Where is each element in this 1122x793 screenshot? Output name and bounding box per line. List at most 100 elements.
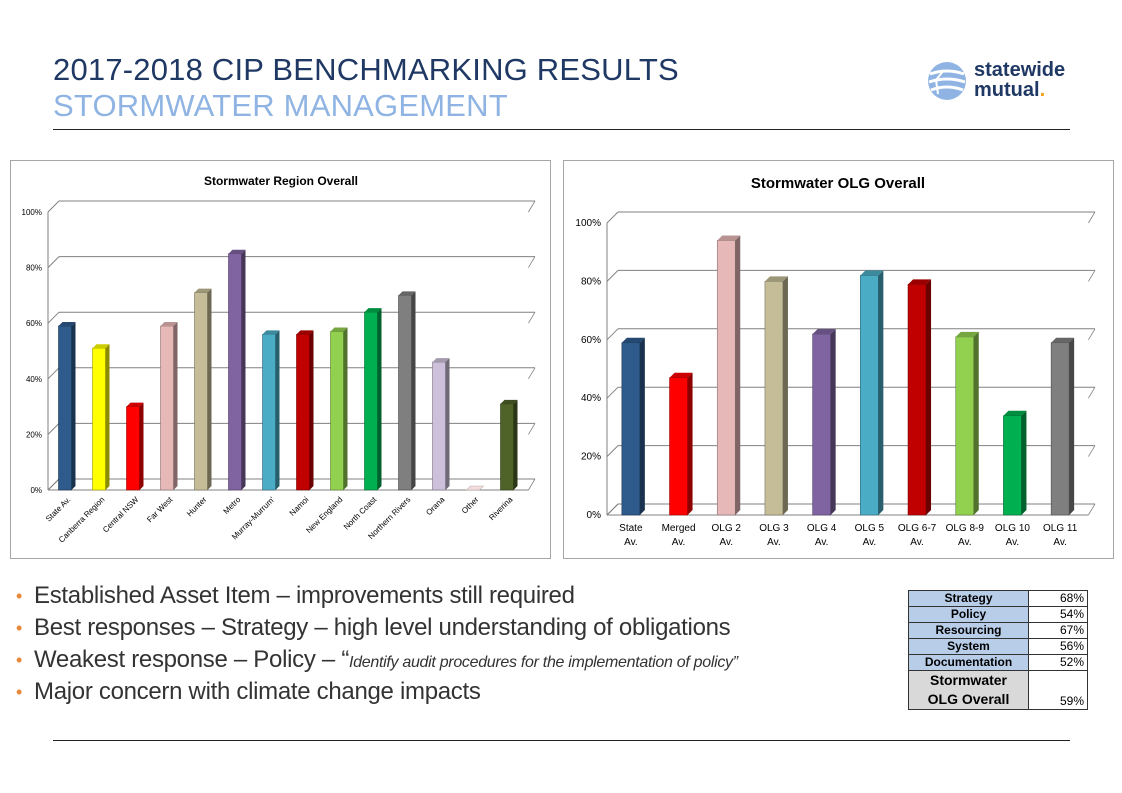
- bar: [364, 308, 382, 491]
- y-tick-label: 40%: [26, 375, 42, 384]
- row-value: 68%: [1028, 590, 1088, 607]
- grid-line-end: [528, 311, 536, 324]
- logo-text: statewide mutual.: [974, 60, 1065, 100]
- x-tick-label: Riverina: [487, 495, 515, 523]
- grid-line-end: [528, 256, 536, 268]
- logo-line1: statewide: [974, 59, 1066, 81]
- region-chart: Stormwater Region Overall 0% 20% 40% 60% 80% 1…: [22, 174, 536, 545]
- bar-side: [377, 308, 382, 490]
- bar: [500, 399, 518, 491]
- bar-front: [955, 336, 975, 516]
- bar-front: [262, 334, 276, 491]
- bar: [1050, 337, 1075, 516]
- row-value: 54%: [1028, 606, 1088, 623]
- bar-front: [398, 295, 412, 491]
- bar-top: [669, 372, 693, 378]
- bullet-text: Major concern with climate change impact…: [34, 678, 481, 705]
- bar: [160, 321, 178, 491]
- table-row: Policy 54%: [908, 606, 1088, 623]
- overall-label: Stormwater OLG Overall: [908, 670, 1029, 710]
- statewide-mutual-logo: statewide mutual.: [926, 58, 1076, 108]
- x-tick-label: OLG 11 Av.: [1043, 523, 1078, 548]
- bar-side: [830, 328, 836, 515]
- olg-chart-panel: Stormwater OLG Overall 0% 20% 40% 60% 80% 100%…: [563, 160, 1114, 559]
- bar-top: [160, 321, 178, 326]
- bar-front: [812, 333, 831, 516]
- bar: [126, 402, 144, 491]
- bar-side: [139, 402, 144, 490]
- bullet-text: Established Asset Item – improvements st…: [34, 582, 575, 609]
- bar-top: [296, 330, 314, 335]
- bar-top: [1003, 410, 1027, 416]
- row-label: Documentation: [908, 654, 1029, 671]
- grid-line-depth: [606, 503, 619, 516]
- bar-top: [92, 344, 110, 349]
- bar-side: [309, 330, 314, 490]
- x-tick-label: Metro: [222, 495, 243, 516]
- bar: [907, 279, 932, 516]
- bar-side: [275, 330, 280, 490]
- grid-line-end: [528, 367, 536, 380]
- x-tick-label: OLG 4 Av.: [807, 523, 837, 548]
- bar-front: [228, 253, 242, 491]
- row-value: 52%: [1028, 654, 1088, 671]
- bar-front: [160, 325, 174, 491]
- grid-line-depth: [47, 256, 60, 268]
- row-label: Resourcing: [908, 622, 1029, 639]
- bar-front: [126, 406, 140, 491]
- bar-side: [782, 276, 788, 515]
- bar-side: [343, 327, 348, 490]
- bar: [296, 330, 314, 491]
- y-tick-label: 100%: [22, 208, 42, 217]
- x-tick-label: OLG 10 Av.: [995, 523, 1030, 548]
- header-divider: [53, 129, 1070, 130]
- bar-side: [687, 372, 693, 515]
- bar: [860, 270, 884, 516]
- x-tick-label: North Coast: [342, 495, 379, 532]
- bar: [262, 330, 280, 491]
- bar-side: [1069, 337, 1075, 515]
- region-chart-panel: Stormwater Region Overall 0% 20% 40% 60% 80% 1…: [10, 160, 551, 559]
- bar-top: [126, 402, 144, 407]
- x-tick-label: Other: [460, 495, 481, 516]
- grid-line-depth: [606, 270, 619, 282]
- bar-side: [878, 270, 884, 515]
- bar-side: [411, 291, 416, 490]
- x-tick-label: OLG 5 Av.: [855, 523, 885, 548]
- grid-line-end: [1088, 445, 1096, 457]
- y-tick-label: 0%: [30, 486, 42, 495]
- y-tick-label: 20%: [26, 430, 42, 439]
- bar-side: [639, 337, 645, 515]
- bar: [92, 344, 110, 491]
- y-tick-label: 60%: [581, 335, 601, 346]
- bar-top: [812, 328, 836, 334]
- bullet-text: Weakest response – Policy – “: [34, 646, 350, 673]
- y-tick-label: 60%: [26, 319, 42, 328]
- bar: [398, 291, 416, 491]
- y-tick-label: 100%: [575, 218, 601, 229]
- bar-front: [92, 347, 106, 491]
- bar-side: [71, 321, 76, 490]
- grid-line-end: [528, 478, 536, 491]
- bar-front: [1050, 342, 1070, 516]
- x-tick-label: New England: [304, 495, 344, 535]
- bullet-text: Best responses – Strategy – high level u…: [34, 614, 731, 641]
- y-tick-label: 20%: [581, 452, 601, 463]
- bar-top: [764, 276, 788, 282]
- bar-top: [228, 249, 246, 254]
- page-title: 2017-2018 CIP BENCHMARKING RESULTS: [53, 52, 679, 87]
- row-label: System: [908, 638, 1029, 655]
- y-tick-label: 80%: [581, 276, 601, 287]
- bar-front: [764, 281, 784, 516]
- bullet-quote: Identify audit procedures for the implem…: [349, 654, 738, 671]
- row-label: Policy: [908, 606, 1029, 623]
- bar-front: [500, 403, 514, 491]
- bar: [432, 358, 450, 491]
- bar-side: [241, 249, 246, 490]
- bar-front: [432, 361, 446, 491]
- bar-side: [926, 279, 932, 515]
- page-subtitle: STORMWATER MANAGEMENT: [53, 88, 508, 123]
- x-tick-label: OLG 8-9 Av.: [946, 523, 985, 548]
- bar-side: [735, 235, 741, 515]
- x-tick-label: Hunter: [185, 495, 209, 519]
